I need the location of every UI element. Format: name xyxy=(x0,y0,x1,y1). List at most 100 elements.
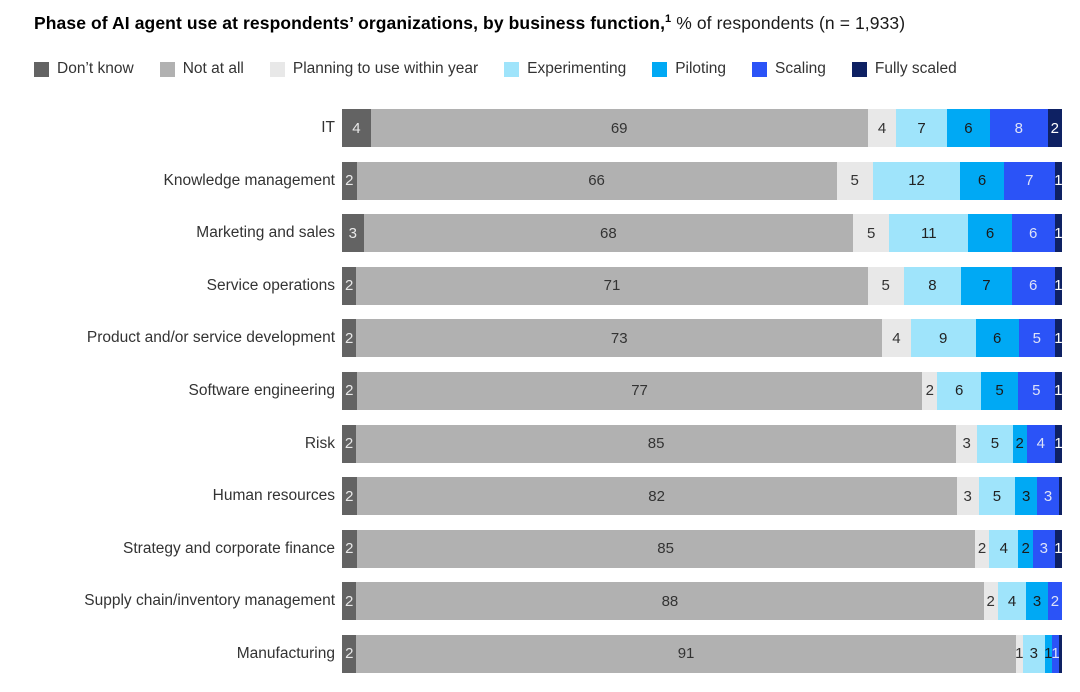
segment-value: 3 xyxy=(348,224,357,242)
segment-value: 4 xyxy=(352,119,361,137)
stacked-bar: 2 82 3 5 3 3 xyxy=(342,477,1062,516)
legend-label: Fully scaled xyxy=(874,60,957,77)
bar-segment-piloting: 7 xyxy=(961,266,1012,305)
legend-item-piloting: Piloting xyxy=(652,60,726,78)
bar-segment-piloting: 2 xyxy=(1018,529,1033,568)
bar-segment-fully-scaled: 1 xyxy=(1054,371,1062,410)
segment-value: 6 xyxy=(954,382,964,400)
row-label: Human resources xyxy=(212,487,335,505)
segment-value: 68 xyxy=(600,224,617,242)
bar-segment-dont-know: 2 xyxy=(342,266,357,305)
segment-value: 85 xyxy=(657,540,674,558)
legend-swatch-not-at-all xyxy=(159,61,175,77)
bar-segment-dont-know: 2 xyxy=(342,319,357,358)
bar-segment-planning-to-use-within-year: 3 xyxy=(956,477,979,516)
segment-value: 5 xyxy=(990,435,1000,453)
chart-row-human-resources: Human resources 2 82 3 5 3 3 xyxy=(0,477,1062,516)
stacked-bar: 2 85 2 4 2 3 1 xyxy=(342,529,1063,568)
bar-segment-scaling: 3 xyxy=(1032,529,1055,568)
legend-item-fully-scaled: Fully scaled xyxy=(851,60,957,78)
row-label: Marketing and sales xyxy=(196,224,335,242)
bar-segment-fully-scaled: 1 xyxy=(1054,161,1063,200)
legend-item-scaling: Scaling xyxy=(752,60,826,78)
bar-segment-scaling: 7 xyxy=(1003,161,1055,200)
bar-segment-planning-to-use-within-year: 5 xyxy=(836,161,873,200)
row-label: Service operations xyxy=(206,276,335,294)
chart-row-strategy-and-corporate-finance: Strategy and corporate finance 2 85 2 4 2 3 1 xyxy=(0,529,1063,568)
segment-value: 91 xyxy=(677,645,695,663)
bar-segment-planning-to-use-within-year: 2 xyxy=(922,371,938,410)
legend-label: Don’t know xyxy=(57,60,134,77)
chart-row-software-engineering: Software engineering 2 77 2 6 5 5 1 xyxy=(0,371,1062,410)
segment-value: 1 xyxy=(1054,277,1063,295)
chart-row-knowledge-management: Knowledge management 2 66 5 12 6 7 1 xyxy=(0,161,1063,200)
chart-row-product-and-or-service-development: Product and/or service development 2 73 4 9 6… xyxy=(0,319,1063,358)
segment-value: 2 xyxy=(1015,435,1024,453)
legend-swatch-piloting xyxy=(652,61,668,77)
legend-swatch-dont-know xyxy=(34,61,49,77)
segment-value: 4 xyxy=(877,119,887,137)
segment-value: 2 xyxy=(1050,592,1060,610)
bar-segment-planning-to-use-within-year: 4 xyxy=(882,319,911,358)
bar-segment-planning-to-use-within-year: 5 xyxy=(867,266,904,305)
row-label: Knowledge management xyxy=(163,171,335,189)
row-label: Risk xyxy=(304,434,335,452)
segment-value: 69 xyxy=(610,119,628,137)
bar-segment-fully-scaled: 1 xyxy=(1054,266,1063,305)
bar-segment-not-at-all: 85 xyxy=(356,529,975,568)
segment-value: 11 xyxy=(921,224,937,242)
segment-value: 3 xyxy=(963,487,972,505)
chart-title-footnote-marker: 1 xyxy=(665,13,672,26)
row-label: Software engineering xyxy=(188,381,336,399)
segment-value: 1 xyxy=(1054,329,1063,347)
bar-segment-dont-know: 2 xyxy=(342,582,357,621)
segment-value: 73 xyxy=(610,329,628,347)
bar-segment-scaling: 5 xyxy=(1018,319,1055,358)
stacked-bar: 2 71 5 8 7 6 1 xyxy=(342,266,1063,305)
bar-segment-piloting: 1 xyxy=(1044,634,1052,673)
bar-segment-fully-scaled: 1 xyxy=(1054,424,1063,463)
segment-value: 2 xyxy=(1021,540,1030,558)
bar-segment-scaling: 5 xyxy=(1017,371,1055,410)
chart-row-it: IT 4 69 4 7 6 8 2 xyxy=(0,109,1062,147)
segment-value: 6 xyxy=(993,329,1002,347)
segment-value: 3 xyxy=(1021,487,1031,505)
bar-segment-not-at-all: 77 xyxy=(356,371,923,410)
bar-segment-not-at-all: 71 xyxy=(356,266,868,305)
bar-segment-dont-know: 2 xyxy=(342,371,357,410)
segment-value: 4 xyxy=(999,540,1008,558)
bar-segment-not-at-all: 69 xyxy=(370,109,868,147)
stacked-bar: 3 68 5 11 6 6 1 xyxy=(342,214,1063,253)
bar-segment-piloting: 2 xyxy=(1012,424,1027,463)
bar-segment-scaling: 8 xyxy=(990,109,1048,147)
bar-segment-not-at-all: 85 xyxy=(356,424,957,463)
segment-value: 3 xyxy=(1029,645,1038,663)
segment-value: 7 xyxy=(982,277,991,295)
bar-segment-scaling: 1 xyxy=(1051,634,1060,673)
legend-item-experimenting: Experimenting xyxy=(504,60,626,78)
segment-value: 2 xyxy=(345,277,354,295)
segment-value: 2 xyxy=(344,435,354,453)
legend-label: Not at all xyxy=(182,60,244,77)
bar-segment-not-at-all: 82 xyxy=(356,477,957,516)
segment-value: 3 xyxy=(1043,487,1053,505)
legend-label: Planning to use within year xyxy=(292,60,479,77)
segment-value: 9 xyxy=(939,329,948,347)
bar-segment-scaling: 3 xyxy=(1037,477,1060,516)
segment-value: 8 xyxy=(928,277,937,295)
segment-value: 5 xyxy=(995,382,1004,400)
segment-value: 2 xyxy=(345,645,354,663)
segment-value: 71 xyxy=(603,277,621,295)
bar-segment-scaling: 2 xyxy=(1047,582,1062,621)
stacked-bar: 2 91 1 3 1 1 xyxy=(342,634,1063,673)
row-label: Product and/or service development xyxy=(86,329,335,347)
bar-segment-fully-scaled: 1 xyxy=(1054,529,1063,568)
bar-segment-experimenting: 5 xyxy=(977,424,1013,463)
bar-segment-experimenting: 4 xyxy=(997,582,1027,621)
bar-segment-dont-know: 2 xyxy=(342,634,357,673)
stacked-bar: 2 85 3 5 2 4 1 xyxy=(342,424,1063,463)
chart-row-manufacturing: Manufacturing 2 91 1 3 1 1 xyxy=(0,634,1063,673)
segment-value: 85 xyxy=(647,435,665,453)
segment-value: 4 xyxy=(1007,592,1017,610)
